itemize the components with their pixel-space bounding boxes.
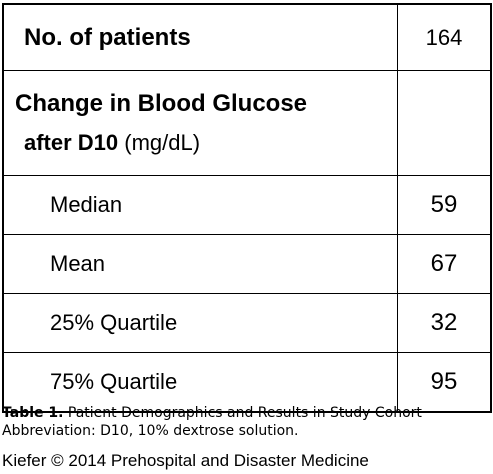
copyright-credit: Kiefer © 2014 Prehospital and Disaster M…: [2, 451, 369, 470]
stat-value-mean: 67: [430, 250, 458, 277]
table-row-glucose-header: Change in Blood Glucose after D10 (mg/dL…: [4, 70, 490, 175]
table-row-patients: No. of patients 164: [4, 5, 490, 70]
table-row: Mean 67: [4, 234, 490, 293]
caption-abbreviation: Abbreviation: D10, 10% dextrose solution…: [2, 423, 299, 439]
table-row: Median 59: [4, 175, 490, 234]
stat-label-median: Median: [4, 176, 398, 234]
caption-text: Patient Demographics and Results in Stud…: [63, 405, 422, 421]
glucose-header-title: Change in Blood Glucose: [15, 90, 308, 117]
glucose-header-value: [398, 71, 490, 175]
caption-label: Table 1.: [2, 405, 64, 421]
stat-value-q75: 95: [430, 368, 458, 395]
stat-label-q75: 75% Quartile: [4, 353, 398, 411]
glucose-header-unit: (mg/dL): [118, 130, 201, 155]
caption-title-line: Table 1. Patient Demographics and Result…: [2, 404, 422, 422]
patients-label: No. of patients: [4, 5, 398, 70]
glucose-header-after: after D10: [24, 130, 119, 155]
table-row: 25% Quartile 32: [4, 293, 490, 352]
stat-label-q25: 25% Quartile: [4, 294, 398, 352]
stat-value-q25: 32: [430, 309, 458, 336]
table-row: 75% Quartile 95: [4, 352, 490, 411]
stat-label-mean: Mean: [4, 235, 398, 293]
table-caption: Table 1. Patient Demographics and Result…: [2, 404, 422, 440]
results-table: No. of patients 164 Change in Blood Gluc…: [2, 3, 492, 413]
patients-value: 164: [425, 24, 463, 50]
stat-value-median: 59: [430, 191, 458, 218]
glucose-header-subtitle: after D10 (mg/dL): [15, 124, 200, 162]
glucose-header-label: Change in Blood Glucose after D10 (mg/dL…: [4, 71, 398, 175]
